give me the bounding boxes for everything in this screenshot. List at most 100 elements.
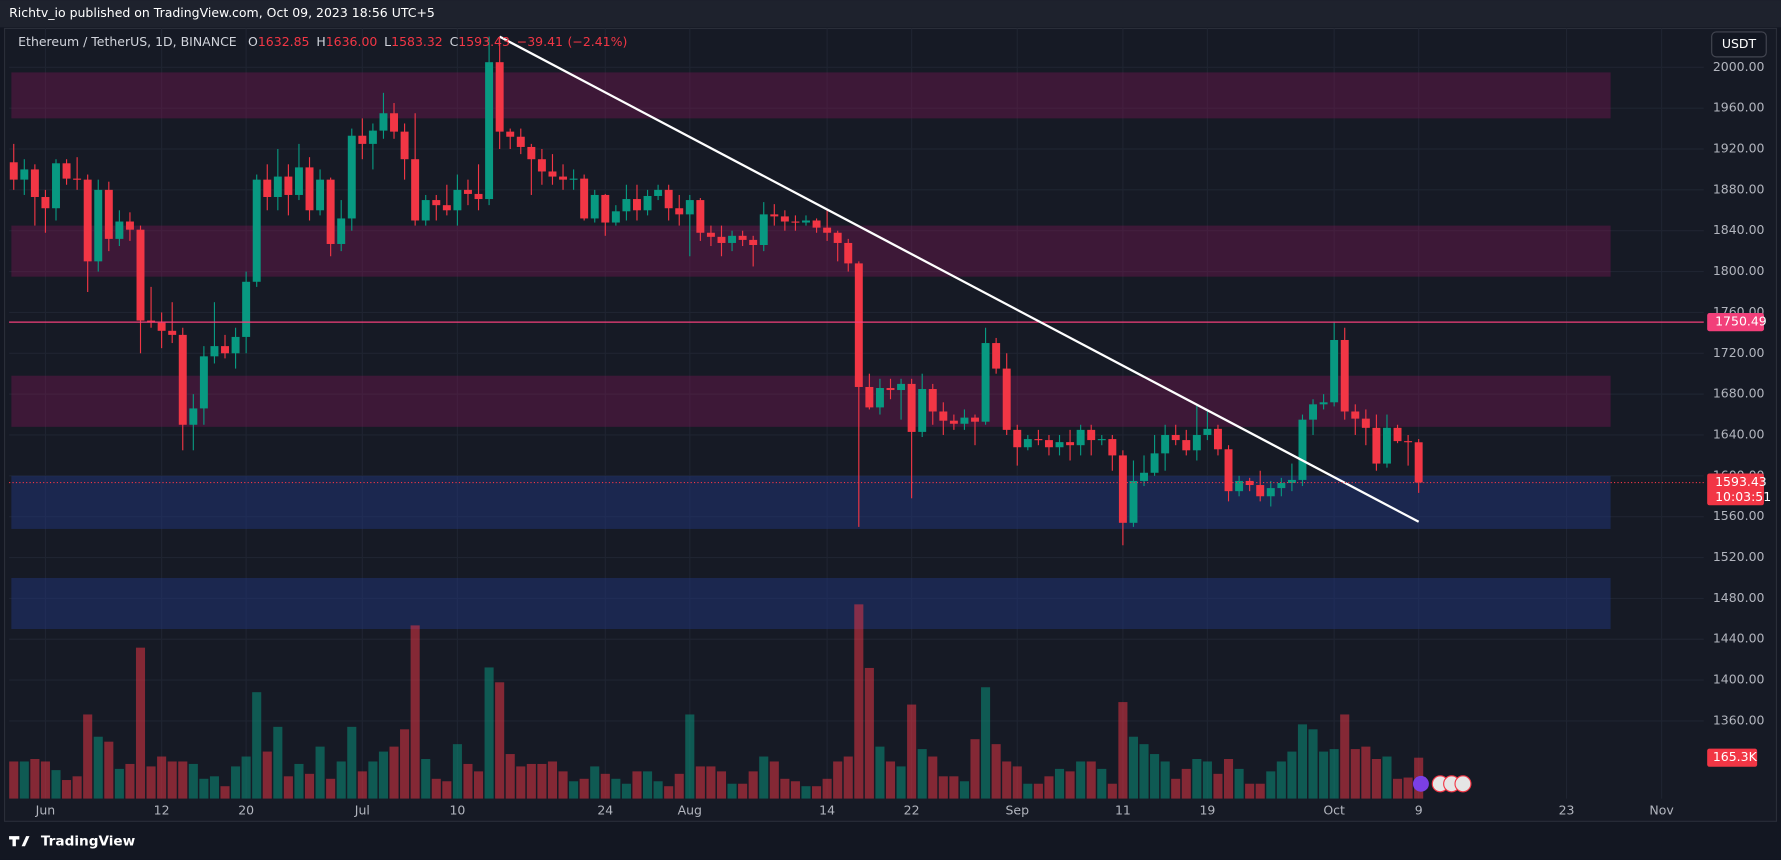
- volume-bar: [484, 667, 494, 799]
- volume-bar: [1118, 702, 1128, 799]
- volume-bar: [220, 786, 230, 799]
- candle-body: [337, 218, 346, 244]
- trend-line: [499, 35, 1420, 523]
- candle-body: [189, 408, 198, 425]
- candle-body: [1118, 455, 1127, 523]
- x-tick-label: 20: [238, 803, 254, 818]
- volume-bar: [273, 726, 283, 799]
- volume-bar: [600, 773, 610, 799]
- candle-body: [432, 200, 441, 206]
- candle-body: [506, 131, 515, 137]
- level-label-box: [1707, 313, 1764, 332]
- volume-bar: [516, 766, 526, 799]
- currency-label: USDT: [1722, 36, 1757, 51]
- volume-bar: [1392, 778, 1403, 799]
- volume-bar: [843, 756, 853, 799]
- volume-bar: [326, 778, 336, 799]
- x-tick-label: Sep: [1005, 803, 1029, 818]
- event-icon[interactable]: [1412, 775, 1429, 792]
- candle-body: [178, 334, 187, 425]
- volume-bar: [590, 766, 600, 799]
- footer-brand: TradingView: [41, 834, 136, 850]
- candle-body: [569, 178, 578, 180]
- volume-bar: [991, 744, 1001, 799]
- candle-body: [875, 387, 884, 408]
- volume-bar: [146, 766, 156, 799]
- candle-body: [231, 336, 240, 354]
- y-tick-label: 1480.00: [1713, 590, 1765, 605]
- candle-body: [1161, 434, 1170, 454]
- candle-body: [854, 263, 863, 387]
- candle-body: [685, 200, 694, 215]
- candle-body: [981, 343, 990, 422]
- candle-body: [717, 236, 726, 243]
- candle-body: [30, 169, 39, 198]
- y-tick-label: 1680.00: [1713, 386, 1765, 401]
- zone: [11, 225, 1611, 277]
- candle-body: [20, 169, 29, 180]
- candle-body: [537, 159, 546, 172]
- candle-body: [1108, 439, 1117, 456]
- volume-bar: [1076, 761, 1086, 799]
- volume-bar: [400, 729, 410, 799]
- volume-bar: [62, 780, 72, 799]
- candle-body: [960, 417, 969, 424]
- candle-body: [527, 146, 536, 160]
- candle-body: [770, 214, 779, 217]
- volume-bar: [199, 778, 209, 799]
- volume-bar: [389, 746, 399, 799]
- y-tick-label: 1840.00: [1713, 222, 1765, 237]
- volume-bar: [695, 766, 705, 799]
- candle-body: [1319, 402, 1328, 405]
- candle-body: [125, 221, 134, 230]
- volume-bar: [1403, 777, 1413, 799]
- countdown-label: 10:03:51: [1715, 489, 1771, 504]
- y-tick-label: 1960.00: [1713, 100, 1765, 115]
- candle-body: [907, 383, 916, 432]
- candle-body: [41, 197, 50, 209]
- volume-bar: [442, 781, 452, 799]
- candle-body: [390, 113, 398, 132]
- last-price-label: 1593.43: [1715, 474, 1767, 489]
- volume-bar: [1012, 766, 1022, 799]
- volume-label-box: [1707, 748, 1758, 767]
- event-icon[interactable]: [1454, 775, 1472, 793]
- candle-body: [474, 193, 483, 200]
- candle-body: [611, 211, 620, 223]
- volume-bar: [1139, 744, 1149, 799]
- volume-bar: [104, 741, 114, 799]
- candle-body: [463, 189, 472, 194]
- candle-body: [1150, 453, 1159, 473]
- candle-body: [1224, 449, 1233, 492]
- volume-bar: [368, 761, 378, 799]
- zone: [11, 577, 1611, 630]
- volume-bar: [1160, 761, 1170, 799]
- volume-bar: [928, 756, 938, 799]
- volume-bar: [1128, 736, 1138, 799]
- volume-bar: [431, 778, 441, 799]
- y-tick-label: 1920.00: [1713, 140, 1765, 155]
- volume-bar: [421, 758, 431, 799]
- candle-body: [263, 179, 272, 198]
- candle-body: [252, 179, 261, 282]
- volume-bar: [748, 771, 758, 799]
- volume-bar: [1202, 761, 1212, 799]
- candle-body: [759, 214, 768, 246]
- footer-logo: [9, 836, 30, 847]
- volume-bar: [727, 783, 737, 799]
- candle-body: [368, 130, 377, 144]
- volume-bar: [1361, 746, 1371, 799]
- volume-bar: [653, 781, 663, 799]
- currency-button[interactable]: [1711, 31, 1767, 58]
- x-tick-label: 10: [449, 803, 465, 818]
- candle-body: [971, 417, 979, 422]
- volume-bar: [769, 761, 779, 799]
- candle-body: [865, 386, 874, 408]
- volume-bar: [981, 687, 991, 799]
- volume-bar: [167, 761, 177, 799]
- ohlc-key: L: [384, 34, 391, 49]
- candle-body: [749, 239, 758, 246]
- candle-body: [442, 205, 451, 211]
- candle-body: [1372, 427, 1381, 464]
- volume-bar: [1382, 756, 1392, 799]
